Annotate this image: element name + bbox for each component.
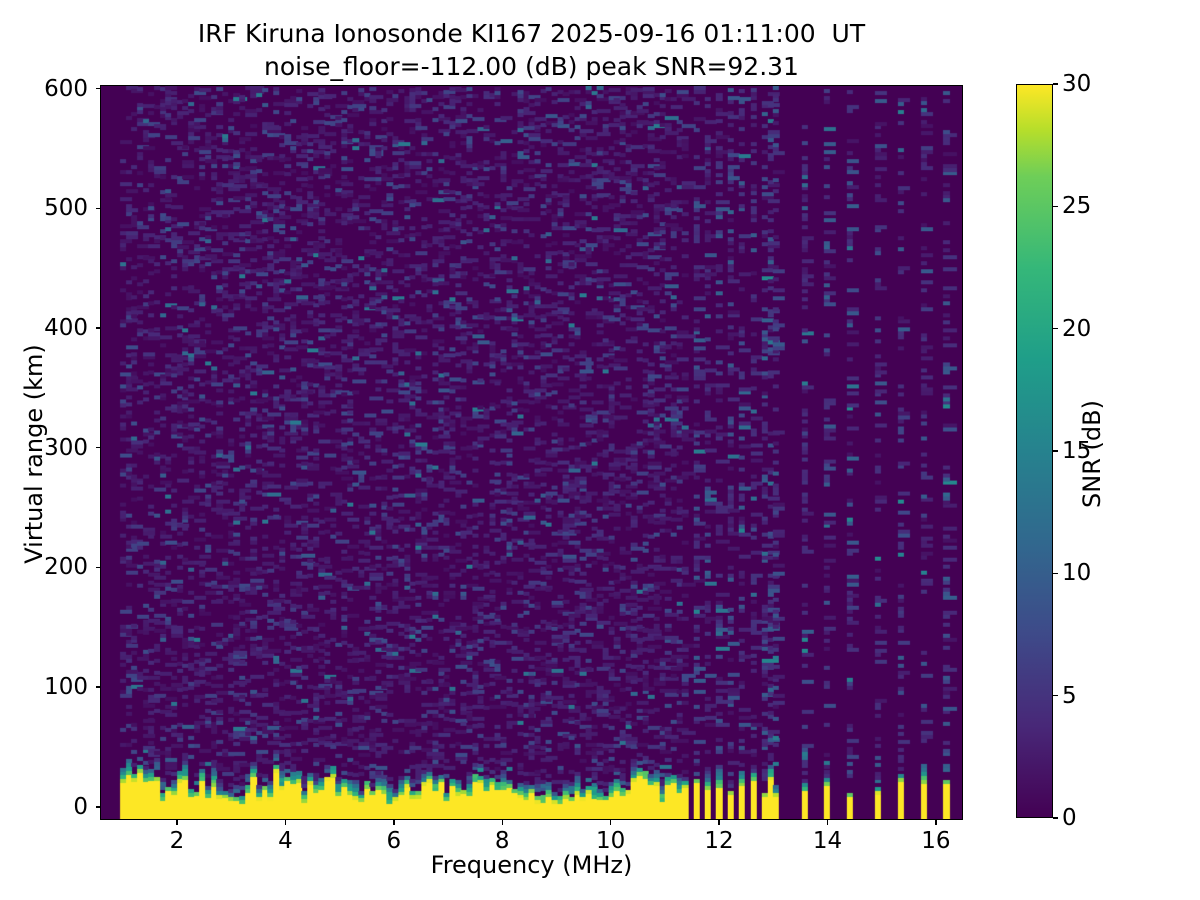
colorbar-tick-label: 30 <box>1062 71 1092 97</box>
colorbar-tick <box>1053 450 1058 452</box>
colorbar-tick <box>1053 694 1058 697</box>
y-tick-label: 600 <box>44 75 88 102</box>
colorbar-gradient <box>1017 85 1052 817</box>
colorbar-tick <box>1053 327 1058 330</box>
x-tick <box>176 820 178 825</box>
x-tick-label: 4 <box>278 828 293 854</box>
figure-title-line2: noise_floor=-112.00 (dB) peak SNR=92.31 <box>264 52 799 81</box>
colorbar-tick <box>1053 572 1058 575</box>
y-tick-label: 300 <box>44 434 88 461</box>
y-tick <box>95 327 100 329</box>
y-tick-label: 0 <box>73 793 88 820</box>
x-tick-label: 14 <box>812 828 843 854</box>
x-tick-label: 16 <box>921 828 951 854</box>
y-tick-label: 100 <box>44 674 88 701</box>
x-axis-label: Frequency (MHz) <box>430 851 633 879</box>
x-tick <box>284 820 287 825</box>
x-tick-label: 12 <box>704 828 734 854</box>
colorbar-tick-label: 15 <box>1062 438 1092 464</box>
y-tick <box>95 806 100 808</box>
colorbar <box>1016 84 1053 818</box>
colorbar-tick-label: 0 <box>1062 805 1077 831</box>
colorbar-tick-label: 25 <box>1062 193 1092 220</box>
colorbar-tick-label: 5 <box>1062 682 1077 709</box>
ionogram-heatmap-canvas <box>101 86 962 819</box>
x-tick-label: 6 <box>386 828 402 854</box>
x-tick <box>501 820 503 825</box>
y-tick-label: 400 <box>44 315 88 341</box>
x-tick-label: 2 <box>169 828 185 854</box>
x-tick-label: 10 <box>596 828 626 854</box>
colorbar-tick <box>1053 83 1058 85</box>
y-tick-label: 500 <box>44 195 88 222</box>
y-tick <box>95 87 100 90</box>
colorbar-tick-label: 20 <box>1062 315 1092 342</box>
y-tick <box>95 566 100 569</box>
x-tick <box>935 820 937 825</box>
x-tick <box>393 820 395 825</box>
x-tick <box>826 820 829 825</box>
y-tick <box>95 686 100 688</box>
ionogram-plot <box>100 85 963 820</box>
x-tick <box>718 820 720 825</box>
colorbar-tick <box>1053 205 1058 208</box>
y-tick-label: 200 <box>44 554 88 581</box>
x-tick <box>609 820 612 825</box>
figure-title-line1: IRF Kiruna Ionosonde KI167 2025-09-16 01… <box>197 19 866 48</box>
x-tick-label: 8 <box>494 828 510 854</box>
colorbar-tick <box>1053 817 1058 819</box>
y-tick <box>95 207 100 209</box>
colorbar-tick-label: 10 <box>1062 560 1092 587</box>
y-tick <box>95 447 100 449</box>
